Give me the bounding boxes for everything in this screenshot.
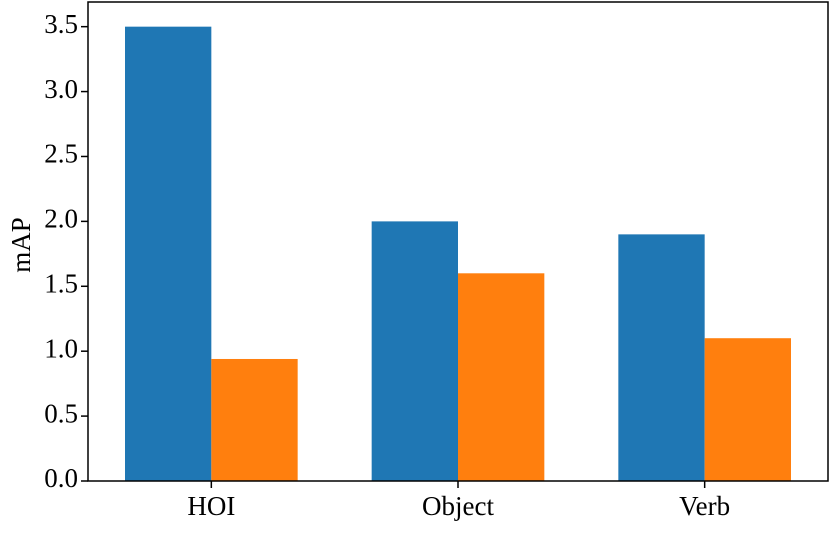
x-tick-label: HOI [187, 491, 235, 521]
y-tick-label: 1.5 [44, 268, 78, 298]
y-tick-label: 3.0 [44, 74, 78, 104]
bar [458, 273, 545, 481]
y-axis-label: mAP [6, 217, 36, 273]
bar [704, 338, 791, 481]
y-tick-label: 2.5 [44, 139, 78, 169]
x-tick-label: Object [422, 491, 494, 521]
y-tick-label: 0.5 [44, 398, 78, 428]
bar [371, 221, 458, 482]
bar [618, 234, 705, 481]
bar [125, 26, 212, 482]
y-tick-label: 2.0 [44, 204, 78, 234]
y-tick-label: 3.5 [44, 9, 78, 39]
y-tick-label: 1.0 [44, 333, 78, 363]
x-tick-label: Verb [679, 491, 730, 521]
bar [211, 358, 298, 481]
plot-frame [87, 1, 829, 482]
y-tick-label: 0.0 [44, 463, 78, 493]
